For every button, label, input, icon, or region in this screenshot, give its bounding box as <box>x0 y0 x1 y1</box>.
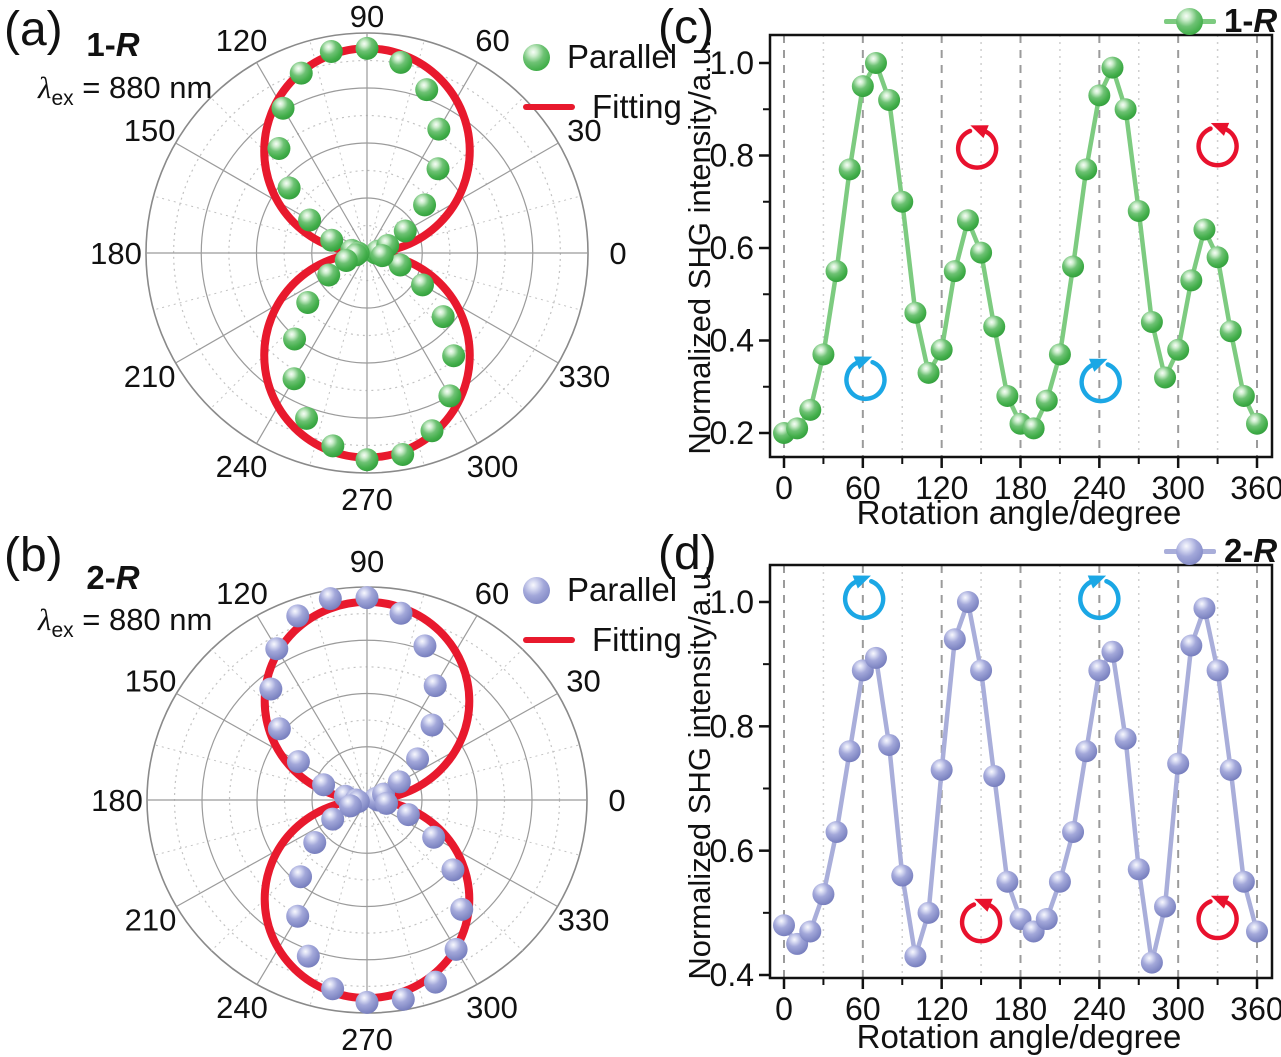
panel-d-legend: 2-R <box>1164 532 1277 570</box>
svg-text:0.2: 0.2 <box>710 415 754 451</box>
svg-text:0.6: 0.6 <box>710 230 754 266</box>
svg-text:0: 0 <box>775 470 793 506</box>
svg-text:0: 0 <box>609 236 626 271</box>
svg-text:180: 180 <box>994 470 1047 506</box>
legend-item-parallel: Parallel <box>523 38 682 76</box>
panel-b-legend: Parallel Fitting <box>523 571 682 659</box>
panel-a-legend: Parallel Fitting <box>523 38 682 126</box>
panel-d-y-axis-label: Normalized SHG intensity/a.u. <box>682 564 717 980</box>
svg-text:240: 240 <box>216 990 268 1025</box>
panel-a-tag: (a) <box>4 3 63 56</box>
line-plot-c: 0 60 120 180 240 300 360 0.2 0.4 0.6 0.8 1.0 <box>710 33 1281 506</box>
legend-item-parallel: Parallel <box>523 571 682 609</box>
svg-text:0.8: 0.8 <box>710 709 754 745</box>
svg-text:210: 210 <box>124 359 176 394</box>
svg-text:210: 210 <box>125 902 177 937</box>
panel-b-tag: (b) <box>4 529 63 582</box>
svg-text:360: 360 <box>1230 991 1281 1027</box>
tick-labels-d: 0 60 120 180 240 300 360 0.4 0.6 0.8 1.0 <box>710 584 1281 1027</box>
svg-text:60: 60 <box>845 470 881 506</box>
svg-text:240: 240 <box>1073 470 1126 506</box>
green-sphere-line-marker-icon <box>1164 7 1216 35</box>
svg-text:150: 150 <box>124 113 176 148</box>
svg-text:330: 330 <box>558 902 610 937</box>
svg-text:270: 270 <box>341 482 393 517</box>
panel-d-x-axis-label: Rotation angle/degree <box>856 1018 1182 1055</box>
legend-label: Fitting <box>592 621 682 658</box>
svg-text:330: 330 <box>559 359 611 394</box>
svg-text:60: 60 <box>475 23 509 58</box>
series-d <box>773 590 1269 974</box>
svg-text:1.0: 1.0 <box>710 45 754 81</box>
panel-c-tag: (c) <box>658 1 714 54</box>
panel-a-sample-label: 1-R <box>86 26 140 63</box>
panel-d-tag: (d) <box>658 527 717 580</box>
polar-angle-labels-b: 0 30 60 90 120 150 180 210 240 270 300 330 <box>91 544 625 1057</box>
svg-text:30: 30 <box>566 663 600 698</box>
axes-c <box>759 33 1274 468</box>
purple-sphere-line-marker-icon <box>1164 537 1216 565</box>
svg-text:60: 60 <box>845 991 881 1027</box>
green-sphere-marker-icon <box>523 43 550 71</box>
panel-c-y-axis-label: Normalized SHG intensity/a.u. <box>682 39 717 455</box>
fit-line-icon <box>523 104 575 110</box>
panel-a-excitation-label: λex = 880 nm <box>38 70 213 111</box>
legend-label: Parallel <box>567 571 678 608</box>
svg-text:240: 240 <box>216 449 268 484</box>
legend-label: Parallel <box>567 38 678 75</box>
svg-text:180: 180 <box>90 236 142 271</box>
svg-text:120: 120 <box>915 991 968 1027</box>
legend-label: Fitting <box>592 88 682 125</box>
svg-text:360: 360 <box>1230 470 1281 506</box>
svg-text:0: 0 <box>775 991 793 1027</box>
svg-text:180: 180 <box>91 783 143 818</box>
svg-text:180: 180 <box>994 991 1047 1027</box>
tick-labels-c: 0 60 120 180 240 300 360 0.2 0.4 0.6 0.8 1.0 <box>710 45 1281 506</box>
svg-text:240: 240 <box>1073 991 1126 1027</box>
svg-text:270: 270 <box>341 1022 393 1057</box>
svg-text:120: 120 <box>915 470 968 506</box>
svg-text:90: 90 <box>350 544 384 579</box>
fit-line-icon <box>523 637 575 643</box>
gridlines-c <box>783 35 1259 457</box>
rotation-arrows-c <box>844 122 1239 404</box>
svg-text:300: 300 <box>1151 470 1204 506</box>
axes-d <box>759 563 1274 989</box>
svg-text:150: 150 <box>125 663 177 698</box>
svg-text:300: 300 <box>1151 991 1204 1027</box>
legend-item-fitting: Fitting <box>523 621 682 659</box>
svg-text:0.4: 0.4 <box>710 957 754 993</box>
svg-text:120: 120 <box>216 23 268 58</box>
svg-text:0.8: 0.8 <box>710 138 754 174</box>
purple-sphere-marker-icon <box>523 576 550 604</box>
legend-label: 1-R <box>1224 2 1278 39</box>
polar-angle-labels-a: 0 30 60 90 120 150 180 210 240 270 300 330 <box>90 0 626 517</box>
svg-text:60: 60 <box>475 576 509 611</box>
panel-b-sample-label: 2-R <box>86 559 140 596</box>
panel-c-x-axis-label: Rotation angle/degree <box>856 494 1182 531</box>
svg-text:0.6: 0.6 <box>710 833 754 869</box>
panel-c-legend: 1-R <box>1164 2 1277 40</box>
series-c <box>773 52 1269 444</box>
svg-text:1.0: 1.0 <box>710 584 754 620</box>
rotation-arrows-d <box>842 575 1239 944</box>
gridlines-d <box>783 565 1259 978</box>
polar-plot-b: 0 30 60 90 120 150 180 210 240 270 300 330 <box>91 544 625 1057</box>
svg-text:120: 120 <box>216 576 268 611</box>
parallel-data-points-b <box>259 586 474 1014</box>
svg-text:30: 30 <box>567 113 601 148</box>
panel-b-excitation-label: λex = 880 nm <box>38 602 213 643</box>
svg-text:0.4: 0.4 <box>710 323 754 359</box>
line-plot-d: 0 60 120 180 240 300 360 0.4 0.6 0.8 1.0 <box>710 563 1281 1027</box>
svg-text:90: 90 <box>350 0 384 34</box>
parallel-data-points-a <box>267 36 466 472</box>
svg-text:300: 300 <box>466 990 518 1025</box>
svg-text:300: 300 <box>467 449 519 484</box>
polar-plot-a: 0 30 60 90 120 150 180 210 240 270 300 330 <box>90 0 626 517</box>
legend-label: 2-R <box>1224 532 1278 569</box>
legend-item-fitting: Fitting <box>523 88 682 126</box>
svg-text:0: 0 <box>608 783 625 818</box>
